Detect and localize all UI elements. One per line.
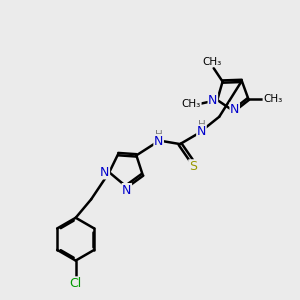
- Text: CH₃: CH₃: [263, 94, 282, 104]
- Text: H: H: [198, 120, 205, 130]
- Text: CH₃: CH₃: [202, 57, 222, 67]
- Text: N: N: [122, 184, 131, 196]
- Text: N: N: [154, 135, 163, 148]
- Text: N: N: [197, 125, 206, 138]
- Text: N: N: [230, 103, 239, 116]
- Text: S: S: [189, 160, 197, 173]
- Text: CH₃: CH₃: [182, 99, 201, 109]
- Text: N: N: [100, 166, 110, 179]
- Text: N: N: [208, 94, 218, 106]
- Text: Cl: Cl: [70, 277, 82, 290]
- Text: H: H: [155, 130, 163, 140]
